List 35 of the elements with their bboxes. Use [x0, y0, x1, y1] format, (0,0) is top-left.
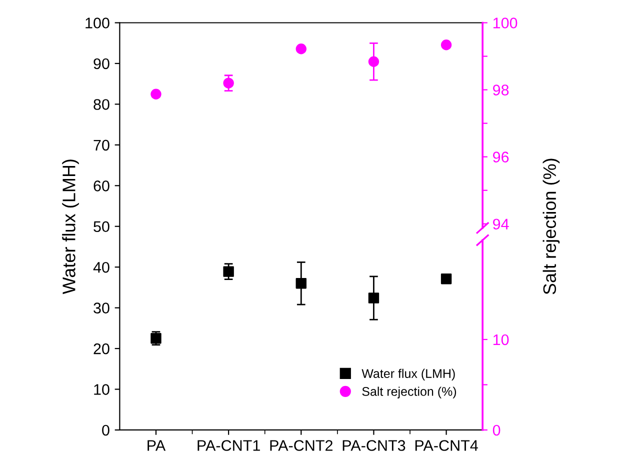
y2-tick-label: 96: [493, 152, 509, 162]
x-tick-label: PA-CNT3: [342, 440, 406, 451]
point: [440, 274, 452, 284]
y-tick-label: 70: [94, 140, 110, 151]
y-tick-label: 100: [86, 18, 110, 28]
y-axis-title: Water flux (LMH): [62, 160, 79, 294]
y-tick-label: 10: [94, 384, 110, 395]
legend-label: Water flux (LMH): [362, 368, 455, 380]
y-tick-label: 90: [94, 58, 110, 70]
x-tick-label: PA: [148, 440, 166, 451]
y-tick-label: 20: [94, 343, 110, 354]
point: [150, 88, 162, 100]
x-tick-label: PA-CNT1: [198, 440, 260, 451]
legend-label: Salt rejection (%): [362, 386, 456, 398]
y-tick-label: 80: [94, 99, 110, 110]
point: [368, 292, 380, 304]
y2-tick-label: 94: [493, 218, 509, 230]
x-tick-label: PA-CNT4: [415, 440, 478, 451]
point: [296, 278, 306, 289]
y3-tick-label: 0: [492, 424, 500, 436]
y2-axis-title: Salt rejection (%): [542, 158, 560, 294]
point: [368, 56, 380, 67]
point: [296, 44, 306, 54]
y3-tick-label: 10: [493, 334, 509, 346]
y2-tick-label: 100: [493, 18, 518, 28]
y-tick-label: 30: [94, 302, 110, 314]
point: [223, 266, 234, 277]
point: [223, 78, 234, 88]
point: [440, 40, 452, 50]
y-tick-label: 0: [102, 424, 110, 436]
y2-tick-label: 98: [493, 84, 509, 96]
y-tick-label: 40: [93, 262, 110, 273]
x-tick-label: PA-CNT2: [270, 440, 332, 451]
y-tick-label: 60: [94, 180, 110, 192]
y-tick-label: 50: [94, 221, 110, 232]
